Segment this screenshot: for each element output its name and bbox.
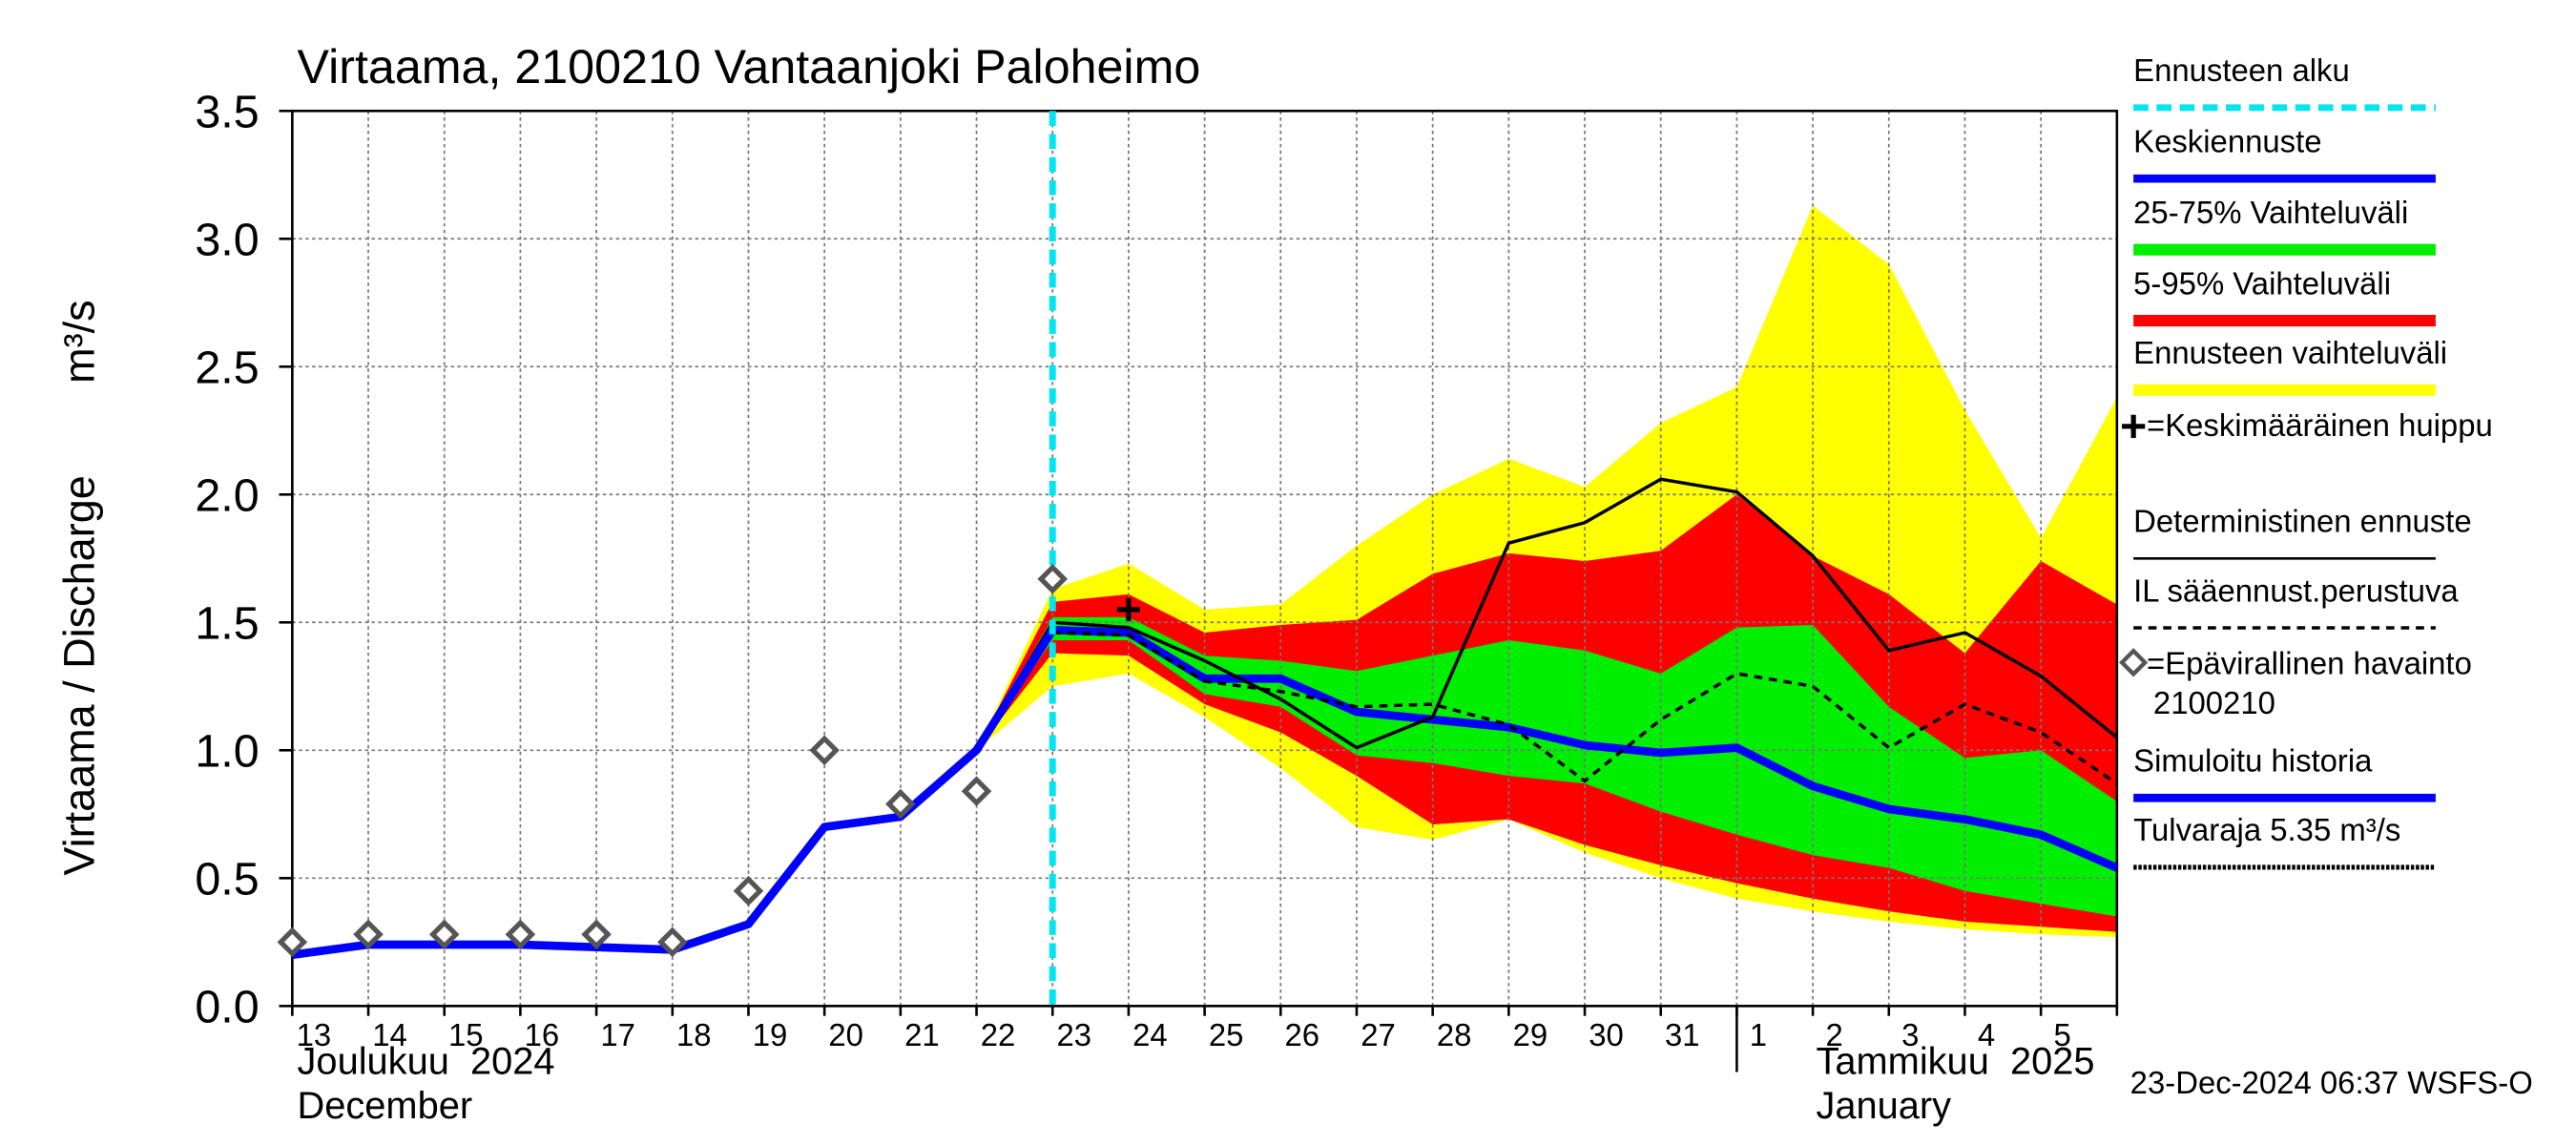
legend-label: =Epävirallinen havainto	[2147, 645, 2472, 680]
observation-marker	[885, 788, 916, 820]
x-tick-label: 4	[1978, 1017, 1995, 1052]
y-axis-label: Virtaama / Discharge	[55, 475, 104, 875]
y-tick-label: 3.0	[195, 215, 259, 266]
observation-marker	[809, 735, 840, 766]
observation-marker	[733, 875, 764, 906]
y-tick-label: 1.0	[195, 726, 259, 778]
y-tick-label: 0.0	[195, 982, 259, 1033]
plot-frame	[291, 109, 2119, 1008]
legend-obs-icon	[2118, 648, 2149, 677]
chart-title: Virtaama, 2100210 Vantaanjoki Paloheimo	[298, 40, 1201, 94]
mean-peak-marker	[1116, 597, 1141, 622]
series-line	[1052, 631, 2118, 785]
x-tick-label: 2	[1825, 1017, 1842, 1052]
legend-label: Deterministinen ennuste	[2133, 504, 2472, 539]
x-tick-label: 1	[1750, 1017, 1767, 1052]
x-tick-label: 5	[2054, 1017, 2071, 1052]
x-tick-label: 20	[828, 1017, 863, 1052]
timestamp: 23-Dec-2024 06:37 WSFS-O	[2130, 1065, 2533, 1100]
x-tick-label: 28	[1437, 1017, 1472, 1052]
y-tick-label: 0.5	[195, 854, 259, 906]
series-line	[1052, 626, 2119, 872]
observation-marker	[505, 919, 536, 950]
range-band	[976, 616, 2117, 917]
legend-peak-icon	[2122, 414, 2146, 438]
x-tick-label: 18	[676, 1017, 712, 1052]
month-label-en: December	[298, 1085, 473, 1127]
x-tick-label: 22	[981, 1017, 1016, 1052]
x-tick-label: 16	[525, 1017, 560, 1052]
observation-marker	[428, 919, 460, 950]
legend-label: Keskiennuste	[2133, 124, 2321, 159]
legend-label: =Keskimääräinen huippu	[2147, 407, 2493, 443]
legend-label: Simuloitu historia	[2133, 743, 2373, 779]
series-line	[975, 477, 2118, 752]
observation-marker	[656, 926, 688, 958]
y-tick-label: 1.5	[195, 598, 259, 650]
observation-marker	[1037, 563, 1069, 594]
x-tick-label: 13	[297, 1017, 332, 1052]
x-tick-label: 31	[1665, 1017, 1700, 1052]
x-tick-label: 26	[1285, 1017, 1320, 1052]
x-tick-label: 29	[1513, 1017, 1548, 1052]
x-tick-label: 30	[1589, 1017, 1624, 1052]
month-label: Joulukuu 2024	[298, 1040, 555, 1082]
legend-label: Ennusteen vaihteluväli	[2133, 335, 2447, 370]
x-tick-label: 17	[600, 1017, 635, 1052]
observation-marker	[353, 919, 384, 950]
y-axis-unit: m³/s	[55, 300, 104, 383]
x-tick-label: 25	[1209, 1017, 1244, 1052]
x-tick-label: 14	[372, 1017, 407, 1052]
observation-marker	[961, 776, 992, 806]
x-tick-label: 23	[1056, 1017, 1091, 1052]
x-tick-label: 3	[1901, 1017, 1919, 1052]
y-tick-label: 2.5	[195, 343, 259, 394]
legend-label: 2100210	[2153, 685, 2275, 720]
legend-label: Tulvaraja 5.35 m³/s	[2133, 812, 2400, 847]
legend-label: 5-95% Vaihteluväli	[2133, 265, 2391, 301]
x-tick-label: 19	[753, 1017, 788, 1052]
x-tick-label: 27	[1361, 1017, 1396, 1052]
month-label-en: January	[1816, 1085, 1951, 1127]
legend-label: IL sääennust.perustuva	[2133, 572, 2459, 608]
observation-marker	[581, 919, 612, 950]
x-tick-label: 15	[448, 1017, 484, 1052]
x-tick-label: 24	[1132, 1017, 1168, 1052]
month-label: Tammikuu 2025	[1816, 1040, 2094, 1082]
legend-label: 25-75% Vaihteluväli	[2133, 195, 2408, 230]
legend-label: Ennusteen alku	[2133, 52, 2350, 88]
x-tick-label: 21	[904, 1017, 940, 1052]
observation-marker	[277, 926, 308, 958]
y-tick-label: 3.5	[195, 87, 259, 138]
y-tick-label: 2.0	[195, 470, 259, 522]
